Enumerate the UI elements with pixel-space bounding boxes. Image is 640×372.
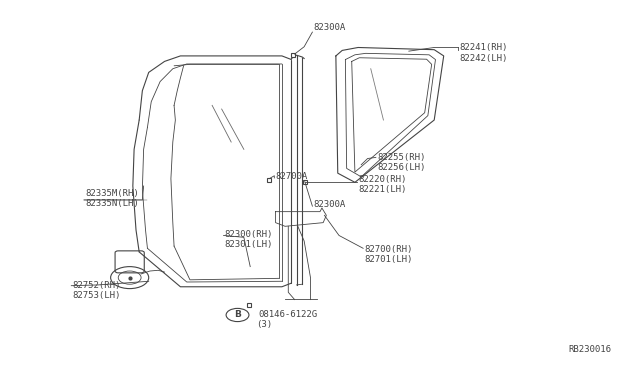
Text: 82241(RH): 82241(RH) [460, 43, 508, 52]
Text: 82300(RH): 82300(RH) [225, 230, 273, 239]
Text: 82753(LH): 82753(LH) [72, 291, 121, 300]
Text: RB230016: RB230016 [569, 345, 612, 354]
Text: 82752(RH): 82752(RH) [72, 282, 121, 291]
Text: B: B [234, 311, 241, 320]
Text: 82335N(LH): 82335N(LH) [85, 199, 139, 208]
Text: 08146-6122G: 08146-6122G [259, 310, 317, 319]
Text: 82300A: 82300A [314, 23, 346, 32]
Text: 82255(RH): 82255(RH) [377, 153, 426, 162]
Text: 82220(RH): 82220(RH) [358, 175, 406, 184]
Text: 82242(LH): 82242(LH) [460, 54, 508, 63]
Text: 82301(LH): 82301(LH) [225, 240, 273, 249]
Text: 82701(LH): 82701(LH) [364, 255, 413, 264]
Text: 82300A: 82300A [314, 200, 346, 209]
Text: 82700(RH): 82700(RH) [364, 245, 413, 254]
Text: 82221(LH): 82221(LH) [358, 185, 406, 194]
Text: 82256(LH): 82256(LH) [377, 163, 426, 172]
Text: 82700A: 82700A [276, 171, 308, 180]
Text: (3): (3) [257, 320, 273, 329]
Text: 82335M(RH): 82335M(RH) [85, 189, 139, 198]
FancyBboxPatch shape [115, 251, 144, 273]
